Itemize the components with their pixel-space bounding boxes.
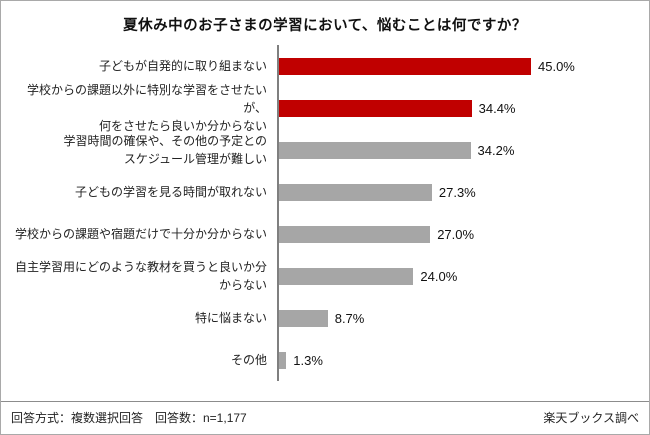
bar-chart: 子どもが自発的に取り組まない 45.0% 学校からの課題以外に特別な学習をさせたいが… (1, 43, 649, 401)
category-label: 学校からの課題以外に特別な学習をさせたいが、 何をさせたら良いか分からない (26, 83, 267, 133)
chart-row: その他 1.3% (5, 339, 641, 381)
bar-area: 1.3% (277, 339, 641, 381)
value-label: 45.0% (538, 58, 575, 74)
bar-area: 27.3% (277, 171, 641, 213)
value-label: 34.2% (477, 142, 515, 158)
chart-row: 子どもが自発的に取り組まない 45.0% (5, 45, 641, 87)
value-label: 1.3% (293, 352, 323, 368)
bar-area: 24.0% (277, 255, 641, 297)
bar-area: 45.0% (277, 45, 641, 87)
bar (279, 309, 328, 327)
chart-row: 学校からの課題以外に特別な学習をさせたいが、 何をさせたら良いか分からない 34.… (5, 83, 641, 133)
bar (279, 351, 287, 369)
chart-row: 子どもの学習を見る時間が取れない 27.3% (5, 171, 641, 213)
bar-area: 27.0% (277, 213, 641, 255)
bar (279, 141, 471, 159)
footer: 回答方式：複数選択回答 回答数：n=1,177 楽天ブックス調べ (1, 401, 649, 434)
chart-title: 夏休み中のお子さまの学習において、悩むことは何ですか？ (123, 18, 527, 34)
category-label: 学校からの課題や宿題だけで十分か分からない (14, 227, 267, 241)
bar (279, 225, 431, 243)
category-label: その他 (230, 353, 267, 367)
value-label: 27.0% (437, 226, 475, 242)
chart-row: 自主学習用にどのような教材を買うと良いか分からない 24.0% (5, 255, 641, 297)
value-label: 8.7% (334, 310, 365, 326)
footer-method-note: 回答方式：複数選択回答 回答数：n=1,177 (11, 411, 247, 425)
bar (279, 99, 472, 117)
category-label: 子どもの学習を見る時間が取れない (74, 185, 267, 199)
bar-area: 34.2% (277, 129, 641, 171)
category-label: 自主学習用にどのような教材を買うと良いか分からない (14, 260, 267, 292)
value-label: 34.4% (478, 100, 516, 116)
value-label: 24.0% (420, 268, 458, 284)
category-label: 子どもが自発的に取り組まない (98, 59, 267, 73)
category-label: 特に悩まない (194, 311, 267, 325)
bar (279, 267, 414, 285)
chart-row: 学習時間の確保や、その他の予定との スケジュール管理が難しい 34.2% (5, 129, 641, 171)
bar (279, 57, 531, 75)
chart-row: 学校からの課題や宿題だけで十分か分からない 27.0% (5, 213, 641, 255)
bar-area: 8.7% (277, 297, 641, 339)
category-label: 学習時間の確保や、その他の予定との スケジュール管理が難しい (63, 134, 267, 166)
chart-row: 特に悩まない 8.7% (5, 297, 641, 339)
footer-source-credit: 楽天ブックス調べ (543, 411, 639, 425)
bar-area: 34.4% (277, 87, 641, 129)
bar (279, 183, 432, 201)
value-label: 27.3% (438, 184, 476, 200)
